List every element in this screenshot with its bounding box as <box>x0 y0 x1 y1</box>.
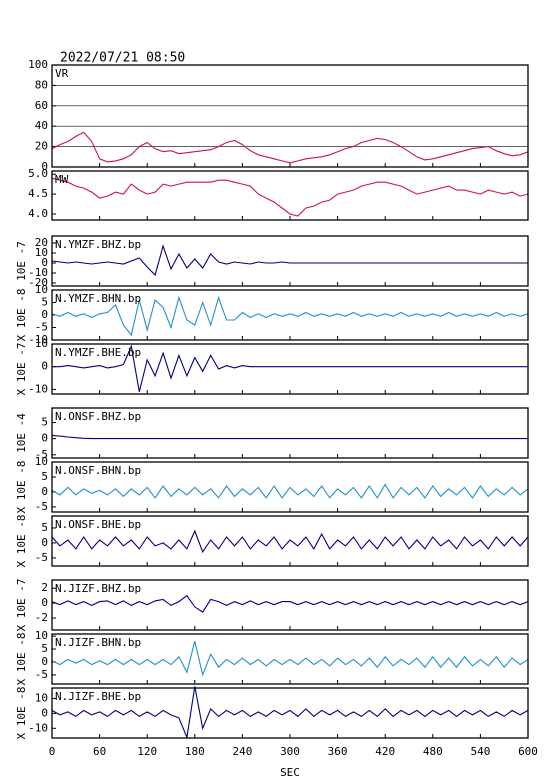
y-tick-label: 5 <box>41 642 48 655</box>
panel-frame <box>51 407 529 459</box>
y-tick-label: 40 <box>35 119 48 132</box>
panel-frame <box>51 235 529 287</box>
y-axis-label: X 10E -7 <box>15 343 28 396</box>
panel-label: N.JIZF.BHN.bp <box>55 636 141 649</box>
y-tick-label: 4.0 <box>28 207 48 220</box>
y-tick-label: -10 <box>28 333 48 346</box>
x-axis-label: SEC <box>280 766 300 779</box>
chart-title: 2022/07/21 08:50 <box>60 51 185 66</box>
panel-frame <box>51 289 529 341</box>
panel-label: N.ONSF.BHZ.bp <box>55 410 141 423</box>
series-line <box>51 641 529 677</box>
panel-frame <box>51 170 529 221</box>
y-tick-label: -10 <box>28 382 48 395</box>
series-line <box>51 177 529 217</box>
y-axis-label: X 10E -8 <box>15 515 28 568</box>
y-tick-label: 5 <box>41 470 48 483</box>
y-tick-label: 100 <box>28 58 48 71</box>
x-tick-label: 480 <box>423 745 443 758</box>
y-tick-label: -5 <box>35 321 48 334</box>
y-tick-label: 10 <box>35 455 48 468</box>
series-line <box>52 344 528 392</box>
y-tick-label: 0 <box>41 308 48 321</box>
y-axis-label: 10E -7 <box>15 241 28 281</box>
panel-label: N.YMZF.BHE.bp <box>55 346 141 359</box>
y-tick-label: 4.5 <box>28 187 48 200</box>
panel-label: N.YMZF.BHN.bp <box>55 292 141 305</box>
y-tick-label: 0 <box>41 432 48 445</box>
y-tick-label: -10 <box>28 266 48 279</box>
y-tick-label: 20 <box>35 140 48 153</box>
panel-frame <box>51 687 529 739</box>
y-tick-label: 20 <box>35 236 48 249</box>
series-line <box>51 131 529 164</box>
panel-label: MW <box>55 173 69 186</box>
x-tick-label: 420 <box>375 745 395 758</box>
series-line <box>51 434 528 440</box>
y-tick-label: 0 <box>41 655 48 668</box>
panel-label: N.ONSF.BHE.bp <box>55 518 141 531</box>
y-axis-label: X 10E -8 <box>15 289 28 342</box>
panel-frame <box>51 461 529 513</box>
series-line <box>51 244 528 277</box>
x-tick-label: 60 <box>93 745 106 758</box>
y-tick-label: -5 <box>35 668 48 681</box>
panel-label: VR <box>55 67 69 80</box>
panel-frame <box>51 579 529 631</box>
y-tick-label: 5 <box>41 296 48 309</box>
x-tick-label: 600 <box>518 745 538 758</box>
x-tick-label: 0 <box>49 745 56 758</box>
y-tick-label: 10 <box>35 337 48 350</box>
y-tick-label: 0 <box>41 360 48 373</box>
y-tick-label: -10 <box>28 721 48 734</box>
y-axis-label: X 10E -7 <box>15 579 28 632</box>
y-tick-label: 0 <box>41 706 48 719</box>
panel-frame <box>51 343 529 395</box>
y-axis-label: X 10E -8 <box>15 633 28 686</box>
y-tick-label: 10 <box>35 246 48 259</box>
y-axis-label: X 10E -8 <box>15 461 28 514</box>
y-tick-label: 0 <box>41 536 48 549</box>
y-tick-label: 0 <box>41 256 48 269</box>
y-tick-label: 0 <box>41 485 48 498</box>
y-tick-label: -5 <box>35 448 48 461</box>
y-tick-label: 80 <box>35 78 48 91</box>
x-tick-label: 240 <box>232 745 252 758</box>
panel-label: N.YMZF.BHZ.bp <box>55 238 141 251</box>
series-line <box>51 594 529 613</box>
x-tick-label: 540 <box>470 745 490 758</box>
x-tick-label: 300 <box>280 745 300 758</box>
series-line <box>51 483 529 499</box>
y-tick-label: 10 <box>35 691 48 704</box>
x-tick-label: 180 <box>185 745 205 758</box>
y-tick-label: -5 <box>35 500 48 513</box>
panel-label: N.JIZF.BHE.bp <box>55 690 141 703</box>
y-axis-label: 10E -4 <box>15 413 28 453</box>
x-tick-label: 360 <box>328 745 348 758</box>
panel-frame <box>51 515 529 567</box>
panel-frame <box>51 64 529 168</box>
y-tick-label: 0 <box>41 596 48 609</box>
x-tick-label: 120 <box>137 745 157 758</box>
series-line <box>51 295 529 337</box>
y-tick-label: -5 <box>35 551 48 564</box>
y-tick-label: 0 <box>41 160 48 173</box>
panel-frame <box>51 633 529 685</box>
y-axis-label: X 10E -8 <box>15 687 28 740</box>
series-line <box>51 686 529 740</box>
y-tick-label: 60 <box>35 99 48 112</box>
panel-label: N.ONSF.BHN.bp <box>55 464 141 477</box>
panel-label: N.JIZF.BHZ.bp <box>55 582 141 595</box>
y-tick-label: 10 <box>35 629 48 642</box>
y-tick-label: 2 <box>41 581 48 594</box>
y-tick-label: 5 <box>41 521 48 534</box>
series-line <box>51 529 529 554</box>
y-tick-label: 5 <box>41 416 48 429</box>
y-tick-label: -20 <box>28 276 48 289</box>
y-tick-label: 10 <box>35 283 48 296</box>
y-tick-label: 5.0 <box>28 167 48 180</box>
y-tick-label: -2 <box>35 611 48 624</box>
